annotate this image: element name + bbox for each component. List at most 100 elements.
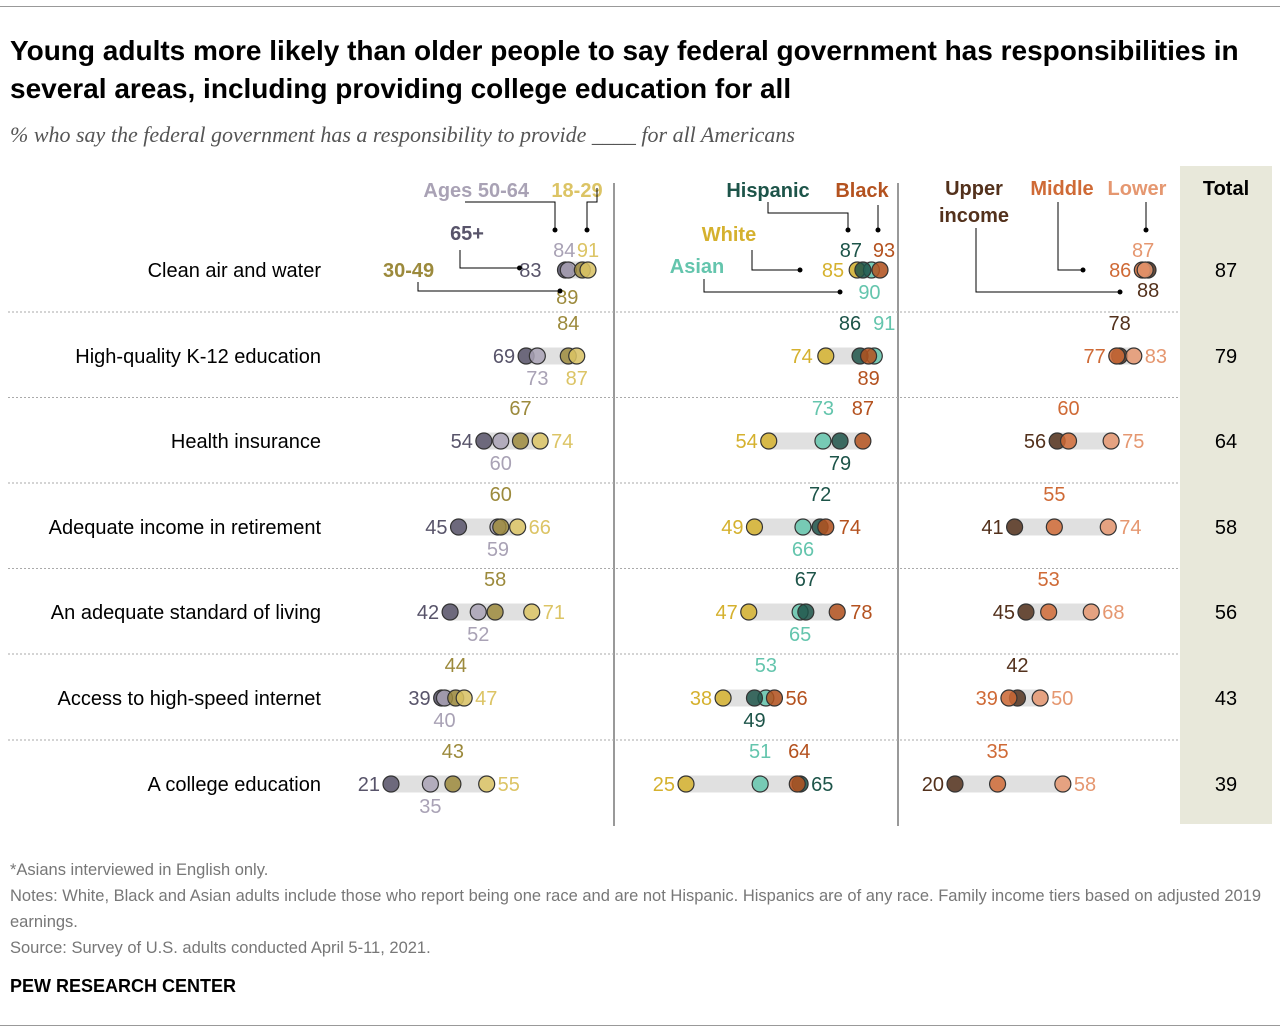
- value-label-black: 64: [788, 741, 810, 763]
- value-label-a3049: 60: [490, 484, 512, 506]
- value-label-upper: 56: [1024, 431, 1046, 453]
- legend-65plus: 65+: [450, 223, 484, 245]
- category-label: A college education: [148, 774, 321, 796]
- value-label-a3049: 58: [484, 569, 506, 591]
- dot-a1829: [579, 261, 597, 279]
- legend-30-49: 30-49: [383, 260, 434, 282]
- dot-hispanic: [854, 261, 872, 279]
- value-label-asian: 66: [792, 539, 814, 561]
- value-label-a65: 39: [408, 688, 430, 710]
- legend-ages-50-64: Ages 50-64: [423, 180, 529, 202]
- dot-a3049: [444, 775, 462, 793]
- value-label-a3049: 43: [442, 741, 464, 763]
- leader-upper-income: [975, 228, 1120, 293]
- category-label: Clean air and water: [148, 260, 322, 282]
- value-label-upper: 45: [993, 602, 1015, 624]
- value-label-white: 74: [791, 346, 813, 368]
- leader-18-29-end: [584, 227, 590, 233]
- dot-middle: [1040, 603, 1058, 621]
- dot-black: [859, 347, 878, 365]
- dot-lower: [1125, 347, 1143, 365]
- dot-white: [745, 518, 764, 536]
- dot-upper: [946, 775, 964, 793]
- notes-block: *Asians interviewed in English only. Not…: [10, 857, 1275, 961]
- dot-black: [817, 518, 835, 536]
- dot-a1829: [509, 518, 527, 536]
- value-label-a5064: 59: [487, 539, 509, 561]
- leader-black-end: [875, 227, 881, 233]
- category-label: Access to high-speed internet: [58, 688, 322, 710]
- leader-asian-end: [837, 289, 843, 295]
- value-label-white: 38: [690, 688, 712, 710]
- value-label-a5064: 73: [526, 368, 548, 390]
- value-label-asian: 73: [812, 398, 834, 420]
- dot-a1829: [568, 347, 586, 365]
- value-label-a65: 83: [519, 260, 541, 282]
- leader-30-49: [417, 282, 560, 292]
- value-label-a5064: 40: [433, 710, 455, 732]
- value-label-lower: 68: [1102, 602, 1124, 624]
- dot-asian: [794, 518, 812, 536]
- value-label-middle: 39: [976, 688, 998, 710]
- top-rule: [0, 6, 1280, 7]
- category-label: High-quality K-12 education: [75, 346, 321, 368]
- dot-lower: [1102, 432, 1120, 450]
- category-label: Adequate income in retirement: [49, 517, 322, 539]
- dot-a3049: [486, 603, 504, 621]
- value-label-middle: 86: [1109, 260, 1131, 282]
- dot-lower: [1099, 518, 1117, 536]
- dot-middle: [1059, 432, 1078, 450]
- value-label-a1829: 87: [566, 368, 588, 390]
- dot-middle: [988, 775, 1007, 793]
- value-label-black: 89: [857, 368, 879, 390]
- value-label-lower: 83: [1145, 346, 1167, 368]
- dot-plot-chart: Total Clean air and water 87 High-quality K…: [8, 166, 1272, 826]
- total-value: 43: [1215, 688, 1237, 710]
- dot-a65: [449, 518, 468, 536]
- source-text: Source: Survey of U.S. adults conducted …: [10, 939, 431, 957]
- value-label-a65: 45: [425, 517, 447, 539]
- value-label-white: 85: [822, 260, 844, 282]
- dot-a1829: [455, 689, 473, 707]
- value-label-a1829: 66: [529, 517, 551, 539]
- legend-white: White: [702, 224, 756, 246]
- dot-a5064: [528, 347, 546, 365]
- value-label-a65: 54: [451, 431, 473, 453]
- legend-lower: Lower: [1108, 178, 1167, 200]
- value-label-hispanic: 86: [839, 313, 861, 335]
- leader-hispanic-end: [845, 227, 851, 233]
- value-label-a5064: 60: [490, 453, 512, 475]
- value-label-a1829: 71: [543, 602, 565, 624]
- value-label-upper: 41: [981, 517, 1003, 539]
- value-label-white: 54: [735, 431, 757, 453]
- value-label-lower: 50: [1051, 688, 1073, 710]
- dot-white: [740, 603, 758, 621]
- value-label-lower: 75: [1122, 431, 1144, 453]
- value-label-asian: 91: [873, 313, 895, 335]
- value-label-middle: 55: [1043, 484, 1065, 506]
- value-label-hispanic: 87: [840, 240, 862, 262]
- value-label-black: 78: [850, 602, 872, 624]
- value-label-lower: 74: [1119, 517, 1141, 539]
- dot-upper: [1017, 603, 1035, 621]
- value-label-upper: 78: [1108, 313, 1130, 335]
- dot-upper: [1006, 518, 1024, 536]
- legend-upper-income: Upper: [945, 178, 1003, 200]
- dot-a65: [475, 432, 493, 450]
- dot-black: [788, 775, 806, 793]
- dot-middle: [1108, 347, 1126, 365]
- legend-18-29: 18-29: [551, 180, 602, 202]
- dot-white: [760, 432, 778, 450]
- value-label-lower: 58: [1074, 774, 1096, 796]
- dot-hispanic: [745, 689, 764, 707]
- value-label-middle: 77: [1084, 346, 1106, 368]
- value-label-middle: 53: [1038, 569, 1060, 591]
- dot-middle: [1045, 518, 1063, 536]
- value-label-a3049: 44: [445, 655, 467, 677]
- dot-a3049: [492, 518, 510, 536]
- dot-lower: [1054, 775, 1072, 793]
- leader-upper-income-end: [1117, 289, 1123, 295]
- value-label-upper: 42: [1006, 655, 1028, 677]
- total-value: 79: [1215, 346, 1237, 368]
- leader-18-29: [586, 188, 598, 230]
